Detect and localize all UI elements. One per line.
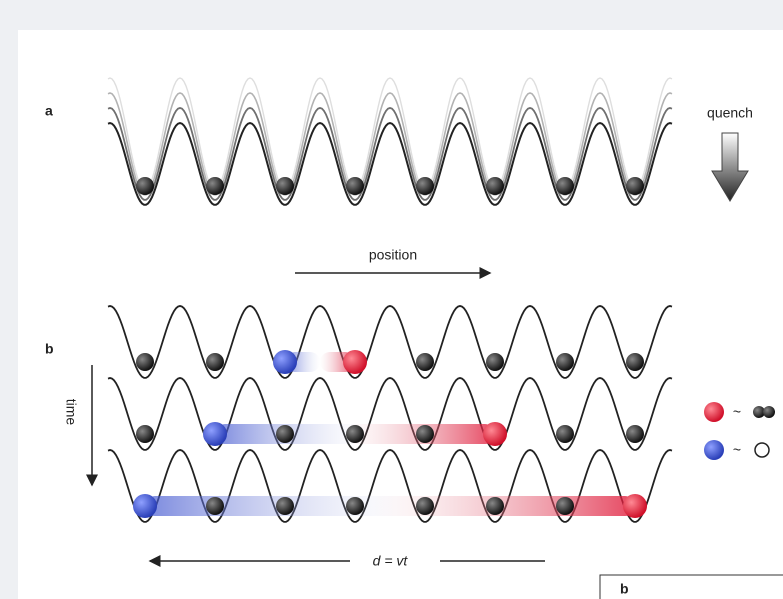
atom <box>206 353 224 371</box>
inset-label: b <box>620 581 629 597</box>
atom <box>136 177 154 195</box>
atom <box>626 425 644 443</box>
atom <box>486 353 504 371</box>
atom <box>623 494 647 518</box>
atom <box>416 353 434 371</box>
atom <box>556 497 574 515</box>
atom <box>486 177 504 195</box>
panel-label: b <box>45 341 54 357</box>
axis-label: time <box>63 399 79 426</box>
atom <box>626 353 644 371</box>
atom <box>136 353 154 371</box>
atom <box>486 497 504 515</box>
atom <box>136 425 154 443</box>
atom <box>203 422 227 446</box>
atom <box>273 350 297 374</box>
panel-label: a <box>45 103 53 119</box>
legend-symbol: ~ <box>733 404 741 420</box>
atom <box>276 425 294 443</box>
legend-symbol: ~ <box>733 442 741 458</box>
atom <box>556 177 574 195</box>
atom <box>276 497 294 515</box>
atom <box>483 422 507 446</box>
distance-label: d = vt <box>373 553 409 569</box>
atom <box>346 425 364 443</box>
atom <box>343 350 367 374</box>
atom <box>416 177 434 195</box>
inset <box>545 532 783 599</box>
atom <box>346 177 364 195</box>
atom <box>556 353 574 371</box>
legend-ball <box>704 440 724 460</box>
atom <box>276 177 294 195</box>
atom <box>416 497 434 515</box>
legend-ball <box>704 402 724 422</box>
atom <box>346 497 364 515</box>
atom <box>206 497 224 515</box>
axis-label: position <box>369 247 417 263</box>
legend-pair <box>763 406 775 418</box>
atom <box>416 425 434 443</box>
figure: a quench position b time ~ ~ d = vt b <box>0 0 783 599</box>
annotation: quench <box>707 105 753 121</box>
atom <box>556 425 574 443</box>
atom <box>206 177 224 195</box>
atom <box>626 177 644 195</box>
atom <box>133 494 157 518</box>
